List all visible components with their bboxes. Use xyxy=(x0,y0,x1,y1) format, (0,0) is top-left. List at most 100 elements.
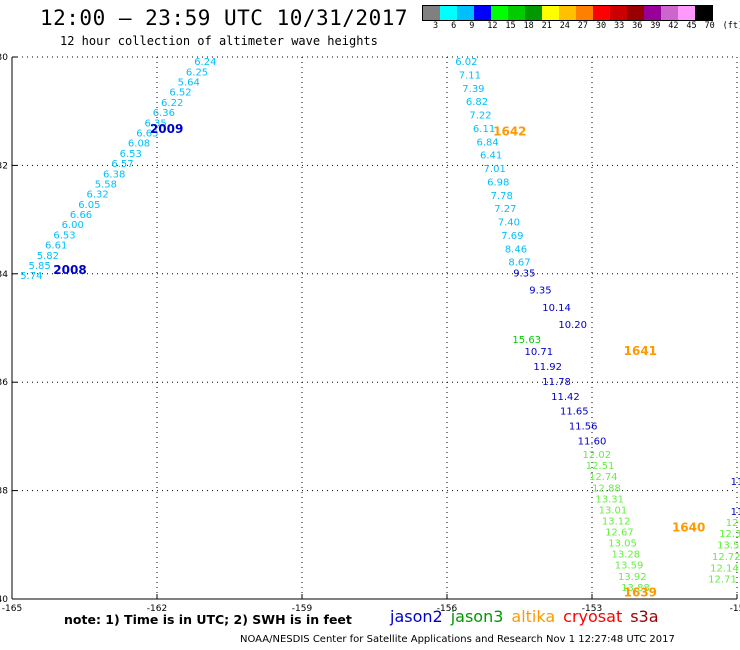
wave-height-label: 13.59 xyxy=(615,561,644,572)
wave-height-label: 12.74 xyxy=(589,472,618,483)
colorbar-label: 6 xyxy=(451,21,457,31)
wave-height-label: 6.53 xyxy=(53,230,75,241)
time-label: 1641 xyxy=(624,344,657,358)
wave-height-label: 7.69 xyxy=(501,231,523,242)
wave-height-label: 7.22 xyxy=(469,111,491,122)
wave-height-label: 6.36 xyxy=(153,108,175,119)
wave-height-label: 7.78 xyxy=(491,191,513,202)
x-tick-label: -15 xyxy=(730,604,740,614)
wave-height-label: 13.5 xyxy=(717,541,739,552)
wave-height-label: 8.46 xyxy=(505,244,527,255)
time-label: 2009 xyxy=(150,122,183,136)
wave-height-label: 11.56 xyxy=(569,422,598,433)
wave-height-label: 6.84 xyxy=(476,137,498,148)
wave-height-label: 6.22 xyxy=(161,98,183,109)
colorbar-swatch xyxy=(525,6,542,20)
x-tick-label: -165 xyxy=(2,604,22,614)
wave-height-label: 13.05 xyxy=(608,539,637,550)
colorbar xyxy=(422,5,713,21)
wave-height-label: 13.28 xyxy=(612,550,641,561)
wave-height-label: 12.88 xyxy=(592,483,621,494)
colorbar-label: 24 xyxy=(559,21,570,31)
wave-height-label: 7.40 xyxy=(498,218,520,229)
wave-height-label: 6.24 xyxy=(194,57,216,68)
legend-jason2: jason2 xyxy=(390,607,443,626)
wave-height-label: 11.92 xyxy=(533,362,562,373)
wave-height-label: 6.02 xyxy=(455,57,477,68)
wave-height-label: 11.78 xyxy=(542,377,571,388)
colorbar-label: 12 xyxy=(487,21,498,31)
plot-grid xyxy=(12,56,738,599)
wave-height-label: 12.72 xyxy=(712,552,740,563)
x-tick-label: -156 xyxy=(437,604,458,614)
wave-height-label: 6.57 xyxy=(111,159,133,170)
wave-height-label: 11.60 xyxy=(578,437,607,448)
wave-height-label: 13.01 xyxy=(599,505,628,516)
wave-height-label: 6.05 xyxy=(78,200,100,211)
wave-height-label: 12.67 xyxy=(605,528,634,539)
wave-height-label: 13.92 xyxy=(618,572,647,583)
colorbar-label: 15 xyxy=(505,21,516,31)
footnote: note: 1) Time is in UTC; 2) SWH is in fe… xyxy=(64,612,352,627)
colorbar-label: 42 xyxy=(668,21,679,31)
wave-height-label: 7.11 xyxy=(459,70,481,81)
x-tick-label: -159 xyxy=(292,604,313,614)
wave-height-label: 11 xyxy=(731,507,740,518)
y-tick-label: -40 xyxy=(0,595,8,605)
wave-height-label: 13.88 xyxy=(621,583,650,594)
wave-height-label: 15.63 xyxy=(512,335,541,346)
wave-height-label: 6.98 xyxy=(487,177,509,188)
time-label: 1640 xyxy=(672,520,705,534)
time-labels: 2009 2008 1642 1641 1640 1639 xyxy=(53,122,705,599)
wave-height-label: 7.39 xyxy=(462,84,484,95)
wave-height-label: 6.08 xyxy=(128,139,150,150)
legend-altika: altika xyxy=(511,607,556,626)
time-label: 1639 xyxy=(624,585,657,599)
colorbar-swatch xyxy=(542,6,559,20)
wave-height-label: 12.51 xyxy=(586,461,615,472)
colorbar-label: 21 xyxy=(541,21,552,31)
colorbar-swatch xyxy=(695,6,712,20)
colorbar-swatch xyxy=(474,6,491,20)
wave-height-label: 5.82 xyxy=(37,251,59,262)
wave-height-label: 9.35 xyxy=(529,286,551,297)
chart-subtitle: 12 hour collection of altimeter wave hei… xyxy=(60,34,378,48)
wave-height-label: 6.53 xyxy=(120,149,142,160)
legend-jason3: jason3 xyxy=(450,607,504,626)
wave-height-label: 6.11 xyxy=(473,124,495,135)
colorbar-swatch xyxy=(644,6,661,20)
wave-height-label: 10.20 xyxy=(558,320,587,331)
chart-title: 12:00 – 23:59 UTC 10/31/2017 xyxy=(40,6,409,30)
colorbar-swatch xyxy=(423,6,440,20)
wave-height-label: 6.66 xyxy=(70,210,92,221)
y-tick-label: -32 xyxy=(0,161,8,171)
wave-height-label: 5.58 xyxy=(95,179,117,190)
colorbar-label: (ft) xyxy=(722,21,740,31)
colorbar-swatch xyxy=(610,6,627,20)
colorbar-label: 36 xyxy=(632,21,643,31)
credit-line: NOAA/NESDIS Center for Satellite Applica… xyxy=(240,634,675,645)
colorbar-label: 9 xyxy=(469,21,475,31)
colorbar-label: 18 xyxy=(523,21,534,31)
wave-height-label: 9.35 xyxy=(513,269,535,280)
wave-height-label: 12.02 xyxy=(583,450,612,461)
wave-height-label: 13.31 xyxy=(595,494,624,505)
colorbar-label: 3 xyxy=(433,21,439,31)
wave-height-label: 10.71 xyxy=(525,347,554,358)
colorbar-swatch xyxy=(440,6,457,20)
wave-height-label: 6.52 xyxy=(169,88,191,99)
colorbar-label: 33 xyxy=(614,21,625,31)
legend-s3a: s3a xyxy=(630,607,659,626)
x-tick-label: -153 xyxy=(582,604,602,614)
wave-height-label: 7.27 xyxy=(494,204,516,215)
colorbar-swatch xyxy=(457,6,474,20)
colorbar-swatch xyxy=(678,6,695,20)
axis-ticks: -165 -162 -159 -156 -153 -15 -30 -32 -34 -36 -38 -4… xyxy=(0,53,740,614)
colorbar-swatch xyxy=(491,6,508,20)
time-label: 2008 xyxy=(53,263,86,277)
y-tick-label: -34 xyxy=(0,270,8,280)
colorbar-swatch xyxy=(576,6,593,20)
colorbar-label: 27 xyxy=(577,21,589,31)
